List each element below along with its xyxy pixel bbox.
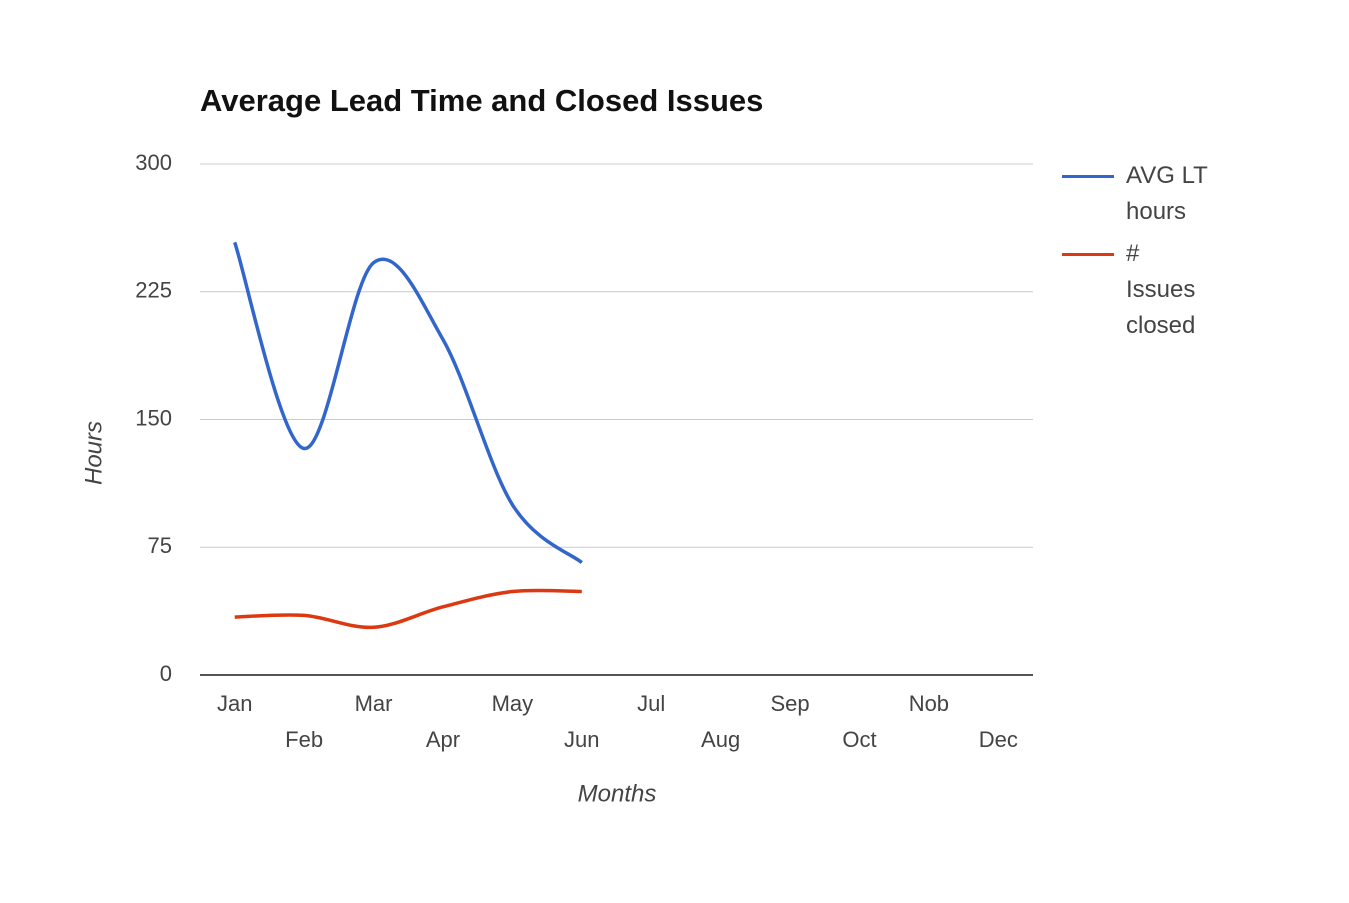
x-tick-label: Dec — [979, 727, 1018, 752]
x-tick-label: Oct — [842, 727, 876, 752]
y-tick-label: 0 — [160, 661, 172, 686]
chart-title: Average Lead Time and Closed Issues — [200, 83, 763, 118]
series-line — [233, 241, 583, 564]
legend-label: # Issues closed — [1126, 240, 1196, 339]
y-tick-label: 150 — [135, 405, 172, 430]
x-tick-label: Aug — [701, 727, 740, 752]
x-tick-label: May — [492, 691, 534, 716]
x-tick-label: Mar — [355, 691, 393, 716]
y-tick-label: 225 — [135, 278, 172, 303]
x-tick-label: Jul — [637, 691, 665, 716]
x-tick-label: Jan — [217, 691, 252, 716]
x-tick-label: Jun — [564, 727, 599, 752]
legend-swatch — [1062, 175, 1114, 178]
x-tick-label: Feb — [285, 727, 323, 752]
x-tick-label: Apr — [426, 727, 460, 752]
y-tick-label: 75 — [148, 533, 172, 558]
y-tick-label: 300 — [135, 150, 172, 175]
legend-item: # Issues closed — [1062, 236, 1212, 344]
x-tick-label: Nob — [909, 691, 949, 716]
legend-swatch — [1062, 253, 1114, 256]
y-axis-title: Hours — [80, 421, 107, 485]
legend-item: AVG LT hours — [1062, 158, 1212, 230]
x-axis-title: Months — [578, 780, 657, 807]
series-line — [234, 588, 582, 630]
legend-label: AVG LT hours — [1126, 162, 1208, 225]
x-tick-label: Sep — [770, 691, 809, 716]
